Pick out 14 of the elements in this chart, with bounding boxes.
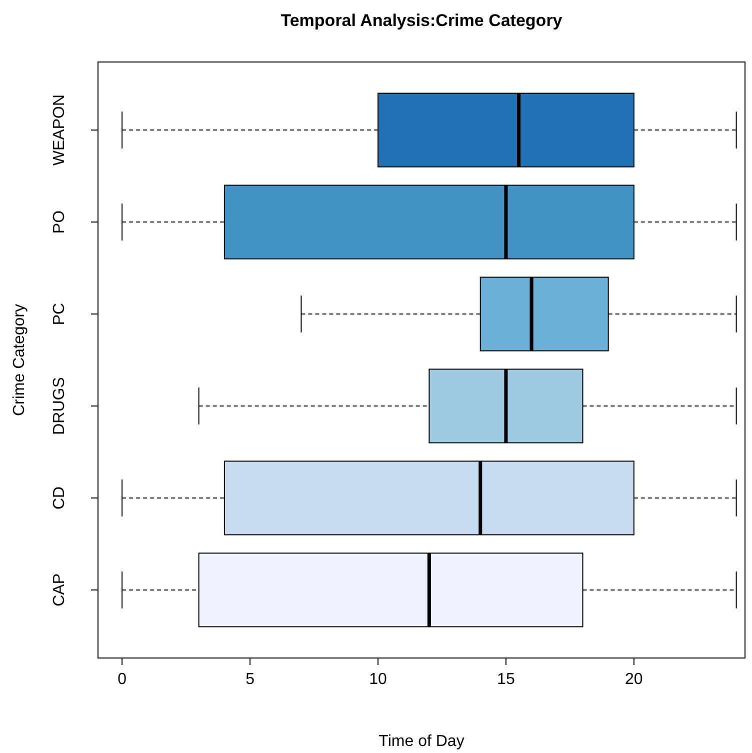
- y-tick-label: PO: [51, 210, 68, 234]
- y-tick-label: PC: [51, 302, 68, 326]
- x-tick-label: 5: [246, 671, 255, 688]
- y-tick-label: CAP: [51, 573, 68, 606]
- y-axis-title: Crime Category: [11, 304, 28, 416]
- x-tick-label: 15: [497, 671, 515, 688]
- x-tick-label: 10: [369, 671, 387, 688]
- x-axis-title: Time of Day: [378, 733, 464, 750]
- x-tick-label: 20: [625, 671, 643, 688]
- y-tick-label: WEAPON: [51, 94, 68, 166]
- chart-title: Temporal Analysis:Crime Category: [280, 11, 563, 30]
- x-tick-label: 0: [118, 671, 127, 688]
- y-tick-label: DRUGS: [51, 377, 68, 435]
- y-tick-label: CD: [51, 486, 68, 510]
